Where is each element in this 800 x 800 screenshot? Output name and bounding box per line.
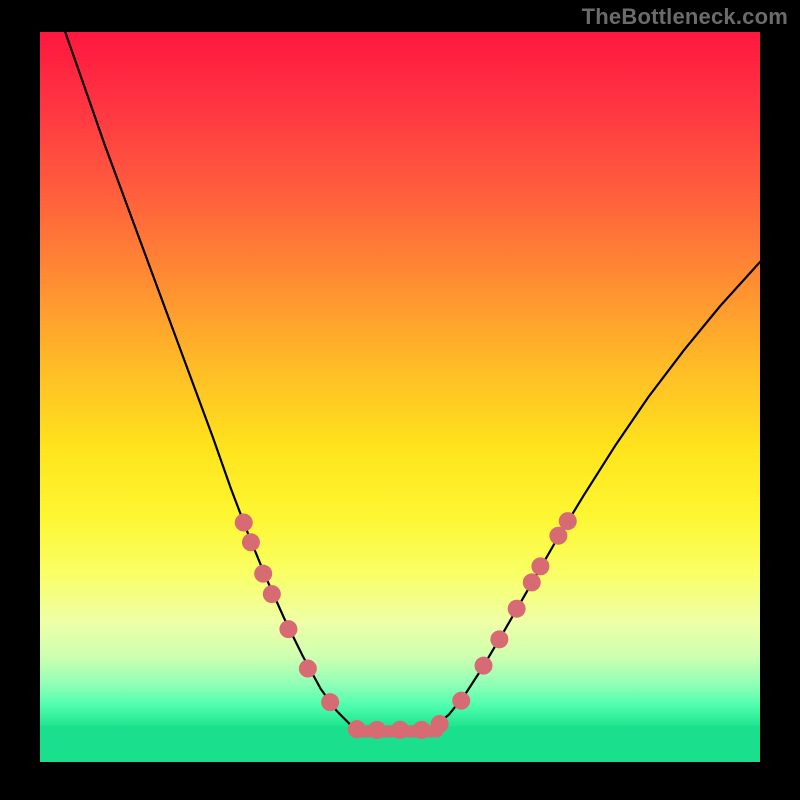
data-marker — [508, 600, 526, 618]
data-marker — [263, 585, 281, 603]
data-marker — [490, 630, 508, 648]
plot-area — [40, 32, 760, 762]
data-marker — [523, 573, 541, 591]
data-marker — [242, 533, 260, 551]
data-marker — [391, 721, 409, 739]
gradient-background — [40, 32, 760, 727]
chart-canvas: TheBottleneck.com — [0, 0, 800, 800]
data-marker — [279, 620, 297, 638]
data-marker — [299, 660, 317, 678]
data-marker — [235, 514, 253, 532]
data-marker — [348, 720, 366, 738]
data-marker — [254, 565, 272, 583]
data-marker — [368, 721, 386, 739]
data-marker — [431, 715, 449, 733]
data-marker — [452, 692, 470, 710]
data-marker — [413, 721, 431, 739]
data-marker — [531, 557, 549, 575]
watermark-text: TheBottleneck.com — [582, 4, 788, 30]
plot-svg — [40, 32, 760, 762]
data-marker — [475, 657, 493, 675]
data-marker — [321, 693, 339, 711]
data-marker — [559, 512, 577, 530]
